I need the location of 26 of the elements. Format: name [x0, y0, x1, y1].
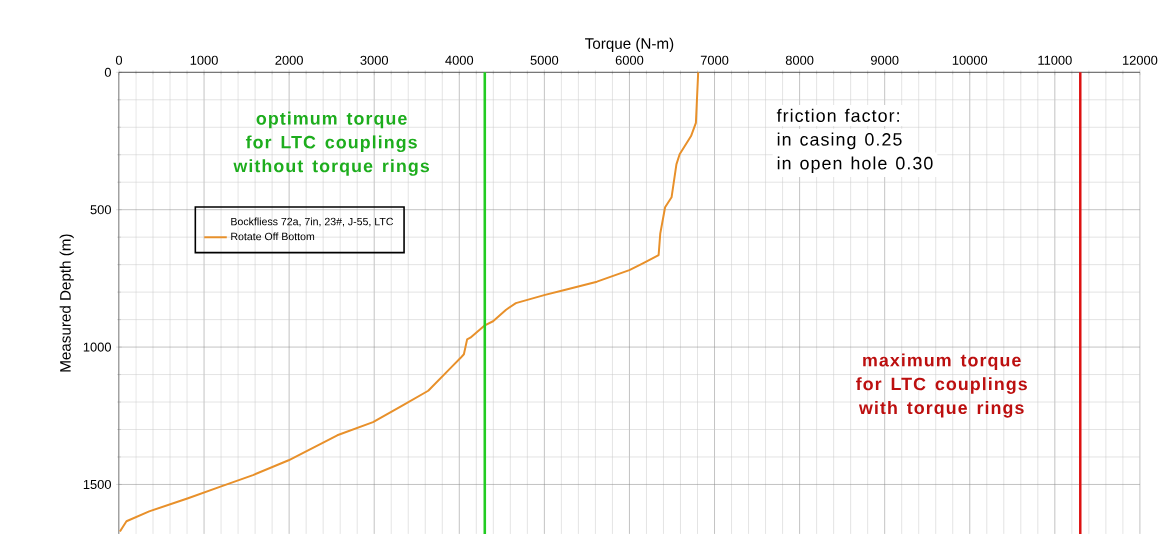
y-tick-label: 0	[104, 67, 111, 77]
x-tick-label: 7000	[700, 55, 729, 65]
x-tick-label: 1000	[190, 55, 218, 65]
ref-line-label: maximum torque for LTC couplings with torque rings	[856, 353, 1027, 418]
legend-label: Rotate Off Bottom	[231, 232, 315, 241]
x-tick-label: 3000	[360, 55, 389, 65]
x-tick-label: 12000	[1122, 55, 1158, 65]
legend-title: Bockfliess 72a, 7in, 23#, J-55, LTC	[231, 217, 394, 227]
annotation: friction factor:	[776, 108, 899, 122]
ref-line-label: optimum torque for LTC couplings without torque rings	[233, 111, 430, 176]
y-tick-label: 1500	[83, 479, 111, 490]
x-tick-label: 9000	[870, 55, 899, 65]
x-tick-label: 5000	[530, 55, 559, 65]
annotation: in open hole 0.30	[777, 156, 933, 174]
x-tick-label: 2000	[275, 55, 303, 65]
x-tick-label: 11000	[1038, 55, 1072, 65]
annotation: in casing 0.25	[777, 132, 902, 150]
x-tick-label: 0	[115, 55, 123, 65]
x-axis-title: Torque (N-m)	[585, 37, 674, 52]
y-tick-label: 500	[90, 205, 111, 215]
x-tick-label: 4000	[445, 55, 474, 65]
y-axis-title: Measured Depth (m)	[59, 234, 74, 372]
x-tick-label: 6000	[615, 55, 644, 65]
x-tick-label: 8000	[785, 55, 814, 65]
y-tick-label: 1000	[83, 342, 111, 352]
x-tick-label: 10000	[952, 55, 988, 65]
